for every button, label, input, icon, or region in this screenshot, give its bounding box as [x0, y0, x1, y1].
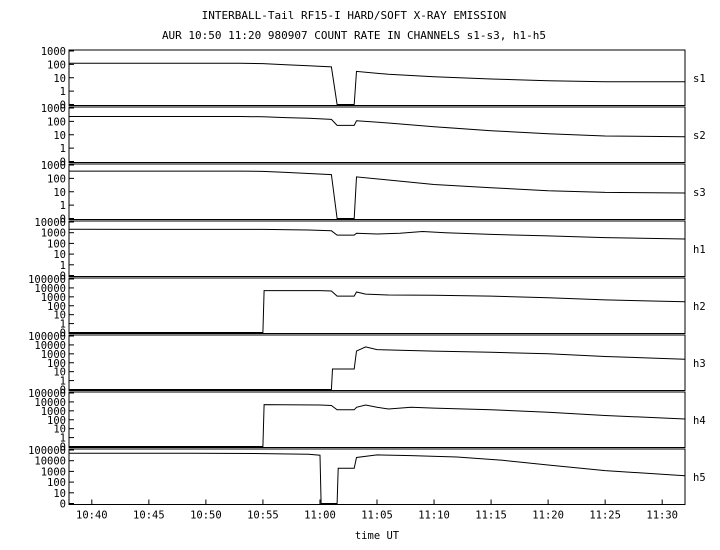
- channel-label-s1: s1: [693, 73, 706, 85]
- series-line-h3: [69, 346, 686, 390]
- y-tick-label: 10: [53, 249, 66, 261]
- panel-frame-h3: [68, 334, 686, 391]
- y-tick-label: 0: [60, 214, 66, 226]
- panel-frame-h5: [68, 448, 686, 505]
- x-tick-label: 11:00: [304, 510, 336, 522]
- channel-label-h3: h3: [693, 358, 706, 370]
- x-tick-label: 10:45: [133, 510, 165, 522]
- y-tick-label: 10: [53, 424, 66, 436]
- y-tick-label: 100000: [28, 331, 66, 343]
- y-tick-label: 1000: [41, 103, 66, 115]
- y-tick-label: 100000: [28, 445, 66, 457]
- channel-panels: 10001001010s110001001010s210001001010s31…: [28, 46, 706, 511]
- y-tick-label: 0: [60, 100, 66, 112]
- y-tick-label: 10: [53, 310, 66, 322]
- time-axis: 10:40 10:45 10:50 10:55 11:00 11:05 11:10 11:15…: [76, 499, 678, 522]
- y-tick-label: 100: [47, 358, 66, 370]
- panel-frame-s2: [68, 106, 686, 163]
- y-tick-label: 1000: [41, 292, 66, 304]
- y-tick-label: 10: [53, 488, 66, 500]
- y-tick-label: 100000: [28, 274, 66, 286]
- channel-label-h4: h4: [693, 415, 706, 427]
- series-line-h1: [68, 228, 686, 240]
- y-tick-label: 100: [47, 415, 66, 427]
- x-tick-label: 11:25: [589, 510, 621, 522]
- y-tick-label: 1: [60, 319, 66, 331]
- y-tick-label: 100: [47, 173, 66, 185]
- y-tick-label: 1: [60, 86, 66, 98]
- y-tick-label: 10: [53, 130, 66, 142]
- y-tick-label: 1: [60, 200, 66, 212]
- y-tick-label: 100000: [28, 388, 66, 400]
- y-tick-label: 10000: [34, 283, 66, 295]
- channel-label-s3: s3: [693, 187, 706, 199]
- x-tick-label: 10:40: [76, 510, 108, 522]
- series-line-h5: [69, 452, 686, 504]
- y-tick-label: 1: [60, 260, 66, 272]
- y-tick-label: 0: [60, 442, 66, 454]
- y-tick-label: 1000: [41, 349, 66, 361]
- chart-subtitle: AUR 10:50 11:20 980907 COUNT RATE IN CHA…: [162, 29, 546, 42]
- y-tick-label: 1: [60, 143, 66, 155]
- series-line-s1: [69, 62, 685, 105]
- y-tick-label: 0: [60, 157, 66, 169]
- y-tick-label: 100: [47, 238, 66, 250]
- y-tick-label: 10000: [34, 456, 66, 468]
- series-line-h2: [69, 290, 686, 333]
- y-tick-label: 100: [47, 477, 66, 489]
- x-tick-label: 11:30: [646, 510, 678, 522]
- y-tick-label: 10: [53, 73, 66, 85]
- channel-label-s2: s2: [693, 130, 706, 142]
- y-tick-label: 10: [53, 367, 66, 379]
- panel-frame-h4: [68, 391, 686, 448]
- x-tick-label: 11:20: [532, 510, 564, 522]
- channel-label-h5: h5: [693, 472, 706, 484]
- x-tick-label: 11:15: [475, 510, 507, 522]
- series-line-h4: [69, 404, 686, 447]
- y-tick-label: 1000: [41, 406, 66, 418]
- panel-frame-h2: [68, 277, 686, 334]
- y-tick-label: 100: [47, 301, 66, 313]
- series-line-s2: [69, 116, 686, 138]
- y-tick-label: 10000: [34, 217, 66, 229]
- y-tick-label: 10000: [34, 397, 66, 409]
- series-line-s3: [69, 170, 686, 219]
- x-tick-label: 10:55: [247, 510, 279, 522]
- x-axis-label: time UT: [355, 530, 400, 542]
- chart-title: INTERBALL-Tail RF15-I HARD/SOFT X-RAY EM…: [202, 9, 507, 22]
- panel-frame-s1: [68, 49, 686, 106]
- y-tick-label: 1: [60, 433, 66, 445]
- y-tick-label: 10000: [34, 340, 66, 352]
- y-tick-label: 1000: [41, 228, 66, 240]
- channel-label-h1: h1: [693, 244, 706, 256]
- y-tick-label: 100: [47, 116, 66, 128]
- y-tick-label: 1000: [41, 466, 66, 478]
- y-tick-label: 0: [60, 328, 66, 340]
- x-tick-label: 10:50: [190, 510, 222, 522]
- panel-frame-h1: [68, 220, 686, 277]
- y-tick-label: 10: [53, 187, 66, 199]
- y-tick-label: 1: [60, 376, 66, 388]
- x-tick-label: 11:10: [418, 510, 450, 522]
- y-tick-label: 100: [47, 59, 66, 71]
- y-tick-label: 0: [60, 499, 66, 511]
- channel-label-h2: h2: [693, 301, 706, 313]
- y-tick-label: 1000: [41, 160, 66, 172]
- y-tick-label: 0: [60, 385, 66, 397]
- y-tick-label: 1000: [41, 46, 66, 58]
- y-tick-label: 0: [60, 271, 66, 283]
- x-tick-label: 11:05: [361, 510, 393, 522]
